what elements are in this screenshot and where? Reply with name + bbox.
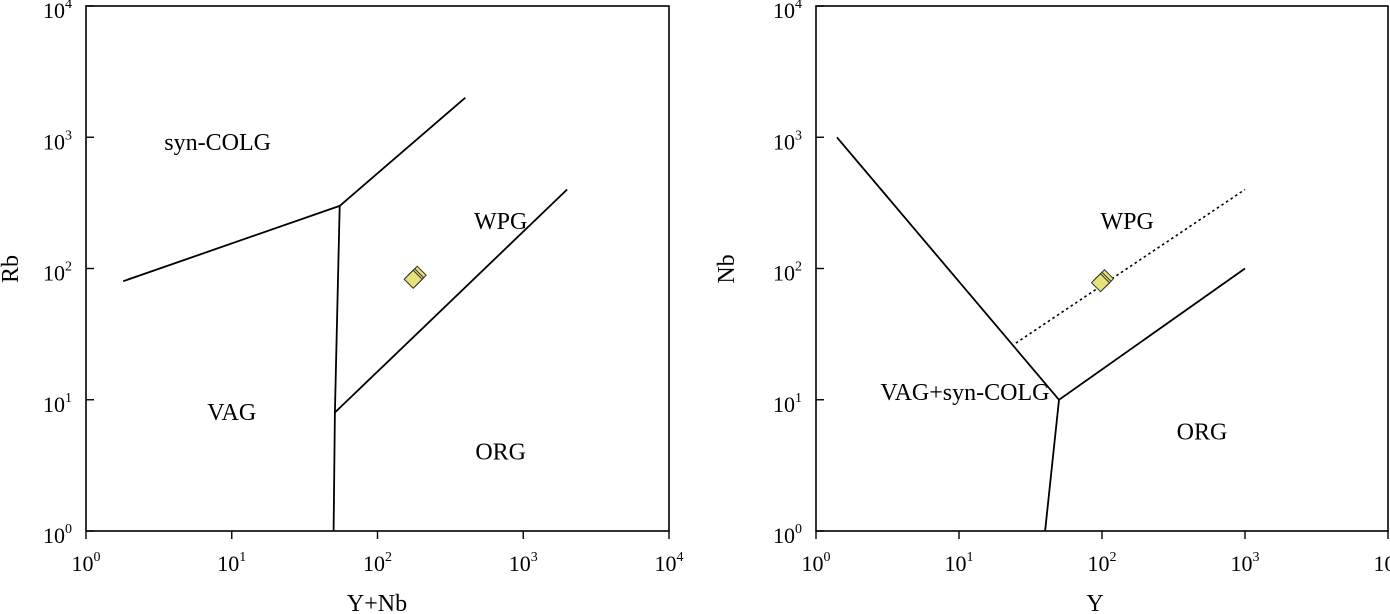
y-axis-label: Nb	[714, 254, 740, 283]
tick-base: 10	[773, 129, 795, 154]
tick-exponent: 1	[65, 391, 72, 406]
tick-exponent: 0	[94, 550, 101, 565]
tick-exponent: 3	[795, 128, 802, 143]
tick-exponent: 2	[1110, 550, 1117, 565]
tick-exponent: 4	[677, 550, 684, 565]
x-tick-label: 104	[1374, 550, 1390, 576]
field-boundary-line	[122, 205, 340, 283]
x-tick-label: 100	[802, 550, 831, 576]
tick-base: 10	[945, 551, 967, 576]
field-boundary-line	[1058, 267, 1246, 401]
tick-exponent: 3	[1253, 550, 1260, 565]
tick-exponent: 0	[65, 522, 72, 537]
y-axis-label: Rb	[0, 255, 24, 283]
tick-exponent: 3	[531, 550, 538, 565]
y-tick-label: 100	[773, 522, 802, 548]
tick-exponent: 2	[385, 550, 392, 565]
tick-base: 10	[72, 551, 94, 576]
y-tick-label: 101	[43, 391, 72, 417]
plot-frame	[815, 5, 1389, 532]
field-label-wpg: WPG	[474, 209, 527, 235]
tick-base: 10	[217, 551, 239, 576]
y-tick-label: 104	[43, 0, 72, 23]
tick-exponent: 2	[795, 260, 802, 275]
field-boundary-line	[1044, 399, 1060, 532]
y-tick-label: 102	[773, 260, 802, 286]
field-label-wpg: WPG	[1101, 209, 1154, 235]
tick-exponent: 2	[65, 260, 72, 275]
y-tick-label: 103	[43, 128, 72, 154]
field-label-org: ORG	[1177, 419, 1228, 445]
tick-exponent: 4	[795, 0, 802, 12]
field-label-syn-colg: syn-COLG	[164, 130, 271, 156]
tick-base: 10	[43, 0, 65, 23]
x-tick-label: 104	[655, 550, 684, 576]
data-point-marker	[1090, 273, 1111, 293]
field-label-org: ORG	[475, 440, 526, 466]
dotted-boundary-line	[1015, 188, 1246, 344]
x-axis-label: Y+Nb	[347, 591, 407, 614]
tick-exponent: 0	[824, 550, 831, 565]
tick-base: 10	[43, 129, 65, 154]
tick-exponent: 4	[65, 0, 72, 12]
field-boundary-line	[836, 136, 1060, 401]
x-tick-label: 101	[217, 550, 246, 576]
tick-base: 10	[43, 261, 65, 286]
y-tick-label: 102	[43, 260, 72, 286]
data-point-diamond	[1090, 269, 1115, 293]
tick-base: 10	[43, 523, 65, 548]
tick-base: 10	[1088, 551, 1110, 576]
tick-base: 10	[1231, 551, 1253, 576]
y-tick-label: 103	[773, 128, 802, 154]
chart-panel-left: 100 101 102 103 104100101102103104Y+NbRbsyn-…	[0, 0, 684, 614]
tick-exponent: 1	[967, 550, 974, 565]
x-axis-label: Y	[1086, 591, 1103, 614]
field-label-vag-syn-colg: VAG+syn-COLG	[880, 380, 1049, 406]
x-tick-label: 103	[509, 550, 538, 576]
tick-base: 10	[773, 261, 795, 286]
y-tick-label: 100	[43, 522, 72, 548]
tick-base: 10	[773, 523, 795, 548]
x-tick-label: 100	[72, 550, 101, 576]
tick-base: 10	[773, 0, 795, 23]
tick-exponent: 0	[795, 522, 802, 537]
chart-panel-right: 100101102103104100101102103104YNbWPGVAG+…	[714, 0, 1390, 614]
tick-exponent: 3	[65, 128, 72, 143]
y-tick-label: 104	[773, 0, 802, 23]
tick-base: 10	[1374, 551, 1390, 576]
tick-exponent: 1	[239, 550, 246, 565]
tick-base: 10	[363, 551, 385, 576]
tick-base: 10	[802, 551, 824, 576]
field-boundary-line	[339, 97, 466, 207]
tick-base: 10	[655, 551, 677, 576]
data-point-diamond	[403, 265, 427, 289]
field-label-vag: VAG	[207, 400, 256, 426]
plot-frame	[85, 5, 670, 532]
y-tick-label: 101	[773, 391, 802, 417]
tick-base: 10	[43, 392, 65, 417]
field-boundary-line	[334, 188, 568, 414]
field-boundary-line	[332, 205, 341, 532]
x-tick-label: 103	[1231, 550, 1260, 576]
tick-base: 10	[509, 551, 531, 576]
x-tick-label: 102	[363, 550, 392, 576]
tick-exponent: 1	[795, 391, 802, 406]
data-point-marker	[403, 269, 423, 289]
x-tick-label: 102	[1088, 550, 1117, 576]
x-tick-label: 101	[945, 550, 974, 576]
tick-base: 10	[773, 392, 795, 417]
